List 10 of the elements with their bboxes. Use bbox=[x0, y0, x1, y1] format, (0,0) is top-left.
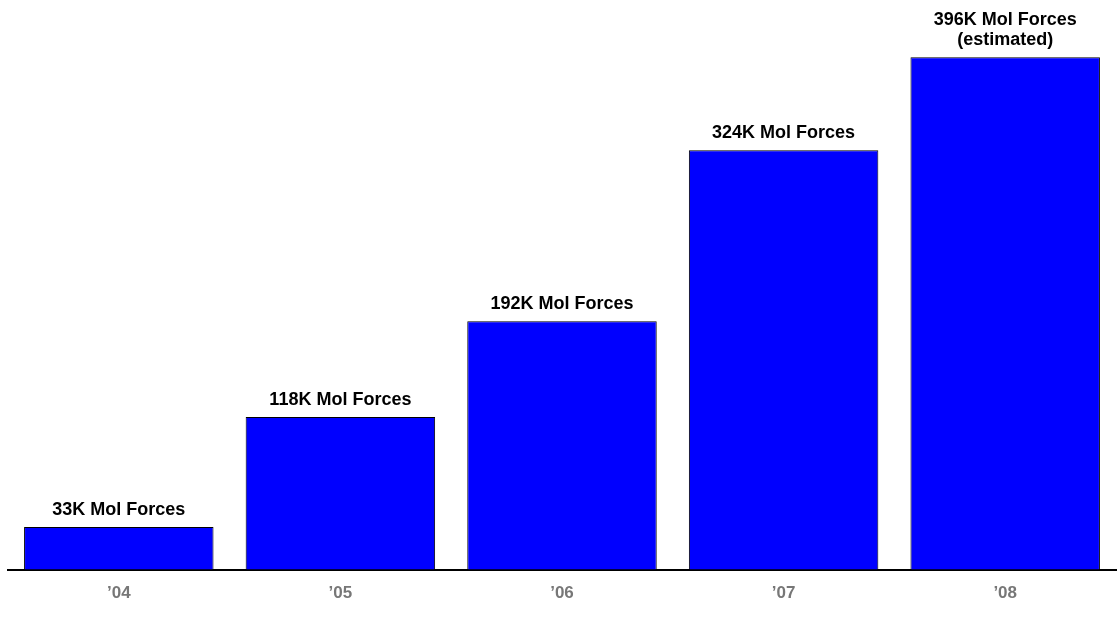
x-tick-label: ’06 bbox=[550, 583, 574, 603]
x-tick-label: ’04 bbox=[106, 583, 132, 603]
data-label: 192K Mol Forces bbox=[490, 293, 634, 314]
x-tick-label: ’07 bbox=[771, 583, 796, 603]
data-label: 396K Mol Forces (estimated) bbox=[933, 9, 1077, 50]
data-label: 33K Mol Forces bbox=[52, 498, 186, 519]
x-tick-label: ’08 bbox=[993, 583, 1018, 603]
x-tick-label: ’05 bbox=[328, 583, 353, 603]
data-label: 118K Mol Forces bbox=[269, 388, 412, 409]
data-label: 324K Mol Forces bbox=[712, 122, 856, 143]
